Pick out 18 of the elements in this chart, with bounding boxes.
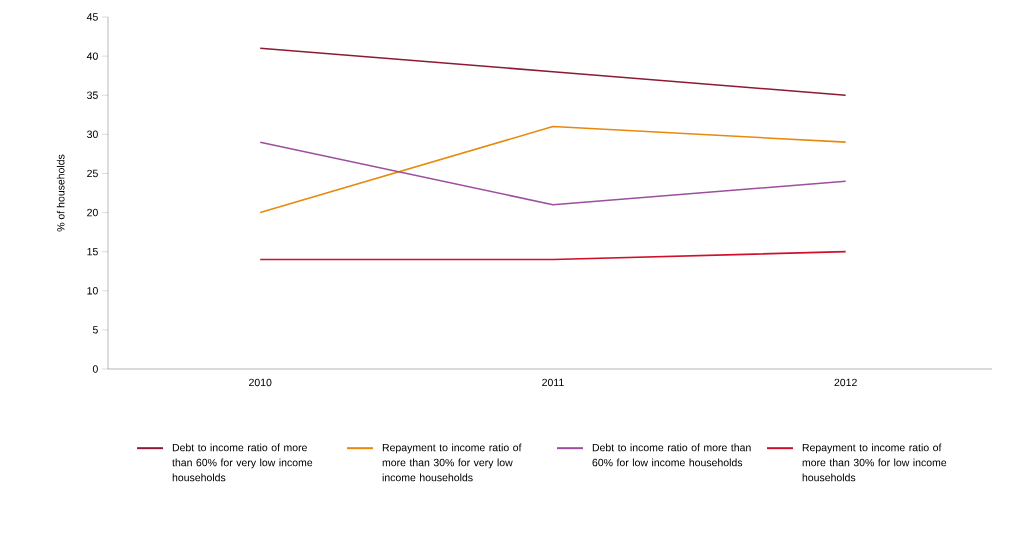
y-tick-label: 10 xyxy=(87,287,98,295)
y-axis-title: % of households xyxy=(56,154,65,232)
legend-label: Repayment to income ratio of more than 30% for low income households xyxy=(802,443,947,482)
y-tick-label: 0 xyxy=(92,365,98,373)
y-tick-label: 45 xyxy=(86,13,98,21)
y-tick-label: 35 xyxy=(87,91,98,99)
y-tick-label: 25 xyxy=(87,169,98,178)
x-tick-label: 2012 xyxy=(834,378,857,387)
legend-label: Debt to income ratio of more than 60% for very low income households xyxy=(172,443,313,482)
y-tick-label: 40 xyxy=(86,52,98,60)
y-tick-label: 15 xyxy=(87,248,98,256)
y-tick-label: 20 xyxy=(87,208,98,217)
y-tick-label: 30 xyxy=(87,130,98,139)
y-tick-label: 5 xyxy=(92,326,98,334)
legend-label: Debt to income ratio of more than 60% for low income households xyxy=(592,443,751,467)
x-tick-label: 2010 xyxy=(249,378,272,387)
x-tick-label: 2011 xyxy=(542,378,564,387)
legend-label: Repayment to income ratio of more than 30% for very low income households xyxy=(382,443,522,482)
